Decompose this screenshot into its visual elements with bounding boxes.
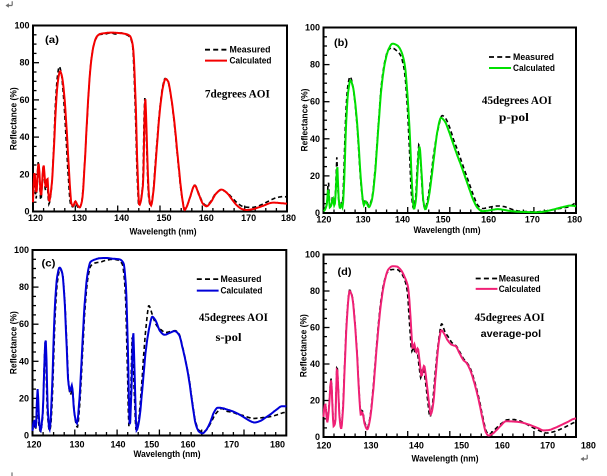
- svg-text:120: 120: [316, 215, 331, 225]
- svg-text:100: 100: [305, 23, 320, 33]
- svg-text:130: 130: [69, 440, 84, 450]
- svg-text:60: 60: [310, 97, 320, 107]
- svg-text:130: 130: [363, 441, 378, 451]
- svg-text:100: 100: [14, 21, 29, 31]
- svg-text:(d): (d): [338, 266, 352, 278]
- svg-text:Wavelength (nm): Wavelength (nm): [412, 454, 479, 465]
- svg-text:0: 0: [315, 208, 320, 218]
- svg-text:140: 140: [395, 215, 410, 225]
- svg-text:150: 150: [144, 440, 159, 450]
- svg-text:140: 140: [114, 213, 129, 223]
- svg-text:(a): (a): [45, 34, 59, 46]
- svg-text:80: 80: [19, 282, 29, 292]
- svg-text:Reflectance (%): Reflectance (%): [9, 87, 20, 150]
- svg-text:170: 170: [224, 440, 239, 450]
- svg-text:80: 80: [310, 60, 320, 70]
- svg-text:40: 40: [310, 134, 320, 144]
- svg-text:180: 180: [270, 440, 285, 450]
- svg-text:Calculated: Calculated: [499, 284, 541, 294]
- svg-text:40: 40: [19, 356, 29, 366]
- svg-text:Calculated: Calculated: [221, 286, 263, 296]
- svg-text:Calculated: Calculated: [230, 56, 272, 66]
- svg-text:7degrees AOI: 7degrees AOI: [205, 89, 271, 101]
- svg-text:60: 60: [310, 323, 320, 333]
- svg-text:160: 160: [199, 213, 214, 223]
- svg-text:170: 170: [241, 213, 256, 223]
- svg-text:150: 150: [436, 215, 451, 225]
- svg-text:130: 130: [72, 213, 87, 223]
- svg-text:80: 80: [310, 286, 320, 296]
- svg-text:s-pol: s-pol: [216, 332, 242, 344]
- svg-text:140: 140: [110, 440, 125, 450]
- svg-text:160: 160: [495, 441, 510, 451]
- svg-text:60: 60: [19, 95, 29, 105]
- svg-text:180: 180: [567, 215, 582, 225]
- svg-text:160: 160: [481, 215, 496, 225]
- svg-text:40: 40: [310, 359, 320, 369]
- svg-text:0: 0: [315, 432, 320, 442]
- svg-text:Measured: Measured: [499, 274, 540, 284]
- svg-text:average-pol: average-pol: [481, 329, 542, 340]
- svg-text:120: 120: [28, 213, 43, 223]
- svg-text:20: 20: [19, 169, 29, 179]
- svg-text:40: 40: [19, 132, 29, 142]
- svg-text:120: 120: [316, 441, 331, 451]
- svg-text:160: 160: [180, 440, 195, 450]
- svg-text:Wavelength (nm): Wavelength (nm): [130, 227, 197, 238]
- svg-text:0: 0: [24, 431, 29, 441]
- svg-text:20: 20: [19, 393, 29, 403]
- svg-text:170: 170: [540, 441, 555, 451]
- svg-text:Measured: Measured: [221, 274, 262, 284]
- svg-text:Wavelength (nm): Wavelength (nm): [414, 225, 481, 236]
- svg-text:80: 80: [19, 58, 29, 68]
- svg-text:130: 130: [356, 215, 371, 225]
- svg-text:120: 120: [26, 440, 41, 450]
- svg-text:45degrees AOI: 45degrees AOI: [482, 95, 553, 107]
- svg-text:20: 20: [310, 171, 320, 181]
- svg-text:0: 0: [24, 207, 29, 217]
- svg-text:Reflectance (%): Reflectance (%): [300, 89, 311, 152]
- svg-text:Calculated: Calculated: [513, 63, 555, 73]
- svg-text:100: 100: [14, 245, 29, 255]
- svg-text:(b): (b): [334, 37, 348, 49]
- svg-text:20: 20: [310, 396, 320, 406]
- svg-text:Measured: Measured: [230, 45, 271, 55]
- svg-text:140: 140: [409, 441, 424, 451]
- svg-text:Measured: Measured: [513, 52, 554, 62]
- svg-text:100: 100: [305, 250, 320, 260]
- svg-text:45degrees AOI: 45degrees AOI: [199, 312, 269, 324]
- svg-text:180: 180: [281, 213, 296, 223]
- svg-text:60: 60: [19, 319, 29, 329]
- svg-text:(c): (c): [42, 258, 56, 270]
- svg-text:Wavelength (nm): Wavelength (nm): [134, 449, 201, 460]
- svg-text:180: 180: [581, 441, 596, 451]
- svg-text:Reflectance (%): Reflectance (%): [299, 314, 310, 377]
- svg-text:150: 150: [156, 213, 171, 223]
- svg-text:45degrees AOI: 45degrees AOI: [475, 312, 546, 324]
- svg-text:170: 170: [525, 215, 540, 225]
- svg-text:150: 150: [454, 441, 469, 451]
- svg-text:Reflectance (%): Reflectance (%): [9, 311, 20, 374]
- svg-text:p-pol: p-pol: [499, 112, 529, 124]
